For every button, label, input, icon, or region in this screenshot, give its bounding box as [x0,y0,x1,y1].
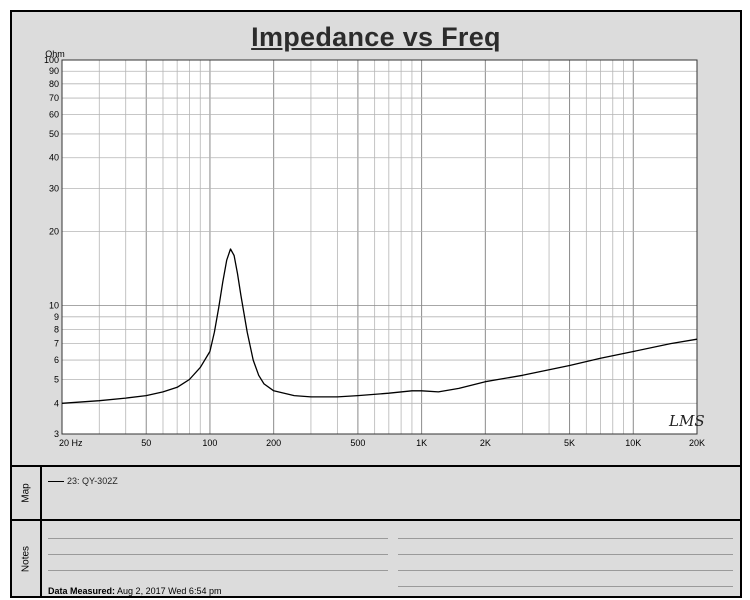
map-side-label: Map [12,467,42,519]
y-tick-label: 60 [49,109,59,119]
legend: 23: QY-302Z [48,476,118,486]
y-tick-label: 5 [54,375,59,385]
series-line [61,248,698,404]
plot-border [61,59,698,435]
x-tick-label: 2K [480,438,491,448]
x-tick-label: 10K [625,438,641,448]
y-tick-label: 7 [54,339,59,349]
y-tick-label: 4 [54,398,59,408]
notes-side-label: Notes [12,521,42,596]
y-tick-label: 90 [49,66,59,76]
note-line [48,554,388,555]
y-axis-unit: Ohm [45,49,65,59]
y-tick-label: 40 [49,153,59,163]
y-tick-label: 100 [44,55,59,65]
map-label: Map [20,483,32,503]
plot-section: Impedance vs Freq 3 4 5 6 7 8 9 10 20 30 40 50 60 70 8… [12,12,740,467]
notes-section: Notes Data Measured: Aug 2, 2017 Wed 6:5… [12,521,740,596]
y-tick-label: 50 [49,129,59,139]
y-tick-label: 9 [54,312,59,322]
y-tick-label: 8 [54,324,59,334]
y-tick-label: 30 [49,183,59,193]
x-tick-label: 50 [141,438,151,448]
note-line [48,570,388,571]
notes-label: Notes [20,545,32,572]
note-line [398,554,733,555]
x-tick-label: 500 [350,438,365,448]
measured-prefix: Data Measured: [48,586,116,596]
note-line [48,538,388,539]
legend-entry: 23: QY-302Z [67,476,118,486]
x-tick-label: 20K [689,438,705,448]
legend-swatch [48,481,64,483]
x-tick-label: 5K [564,438,575,448]
plot-area [62,60,697,434]
y-tick-label: 80 [49,79,59,89]
x-tick-label: 20 Hz [59,438,83,448]
x-tick-label: 200 [266,438,281,448]
data-measured: Data Measured: Aug 2, 2017 Wed 6:54 pm [48,586,221,596]
map-section: Map 23: QY-302Z [12,467,740,521]
y-tick-label: 70 [49,93,59,103]
note-line [398,586,733,587]
y-tick-label: 3 [54,429,59,439]
chart-title: Impedance vs Freq [251,22,501,52]
measured-value: Aug 2, 2017 Wed 6:54 pm [117,586,222,596]
y-tick-label: 20 [49,227,59,237]
note-line [398,570,733,571]
y-tick-label: 10 [49,301,59,311]
x-tick-label: 1K [416,438,427,448]
x-tick-label: 100 [202,438,217,448]
y-tick-label: 6 [54,355,59,365]
lms-watermark: LMS [668,412,705,430]
note-line [398,538,733,539]
measurement-sheet: Impedance vs Freq 3 4 5 6 7 8 9 10 20 30 40 50 60 70 8… [10,10,742,598]
